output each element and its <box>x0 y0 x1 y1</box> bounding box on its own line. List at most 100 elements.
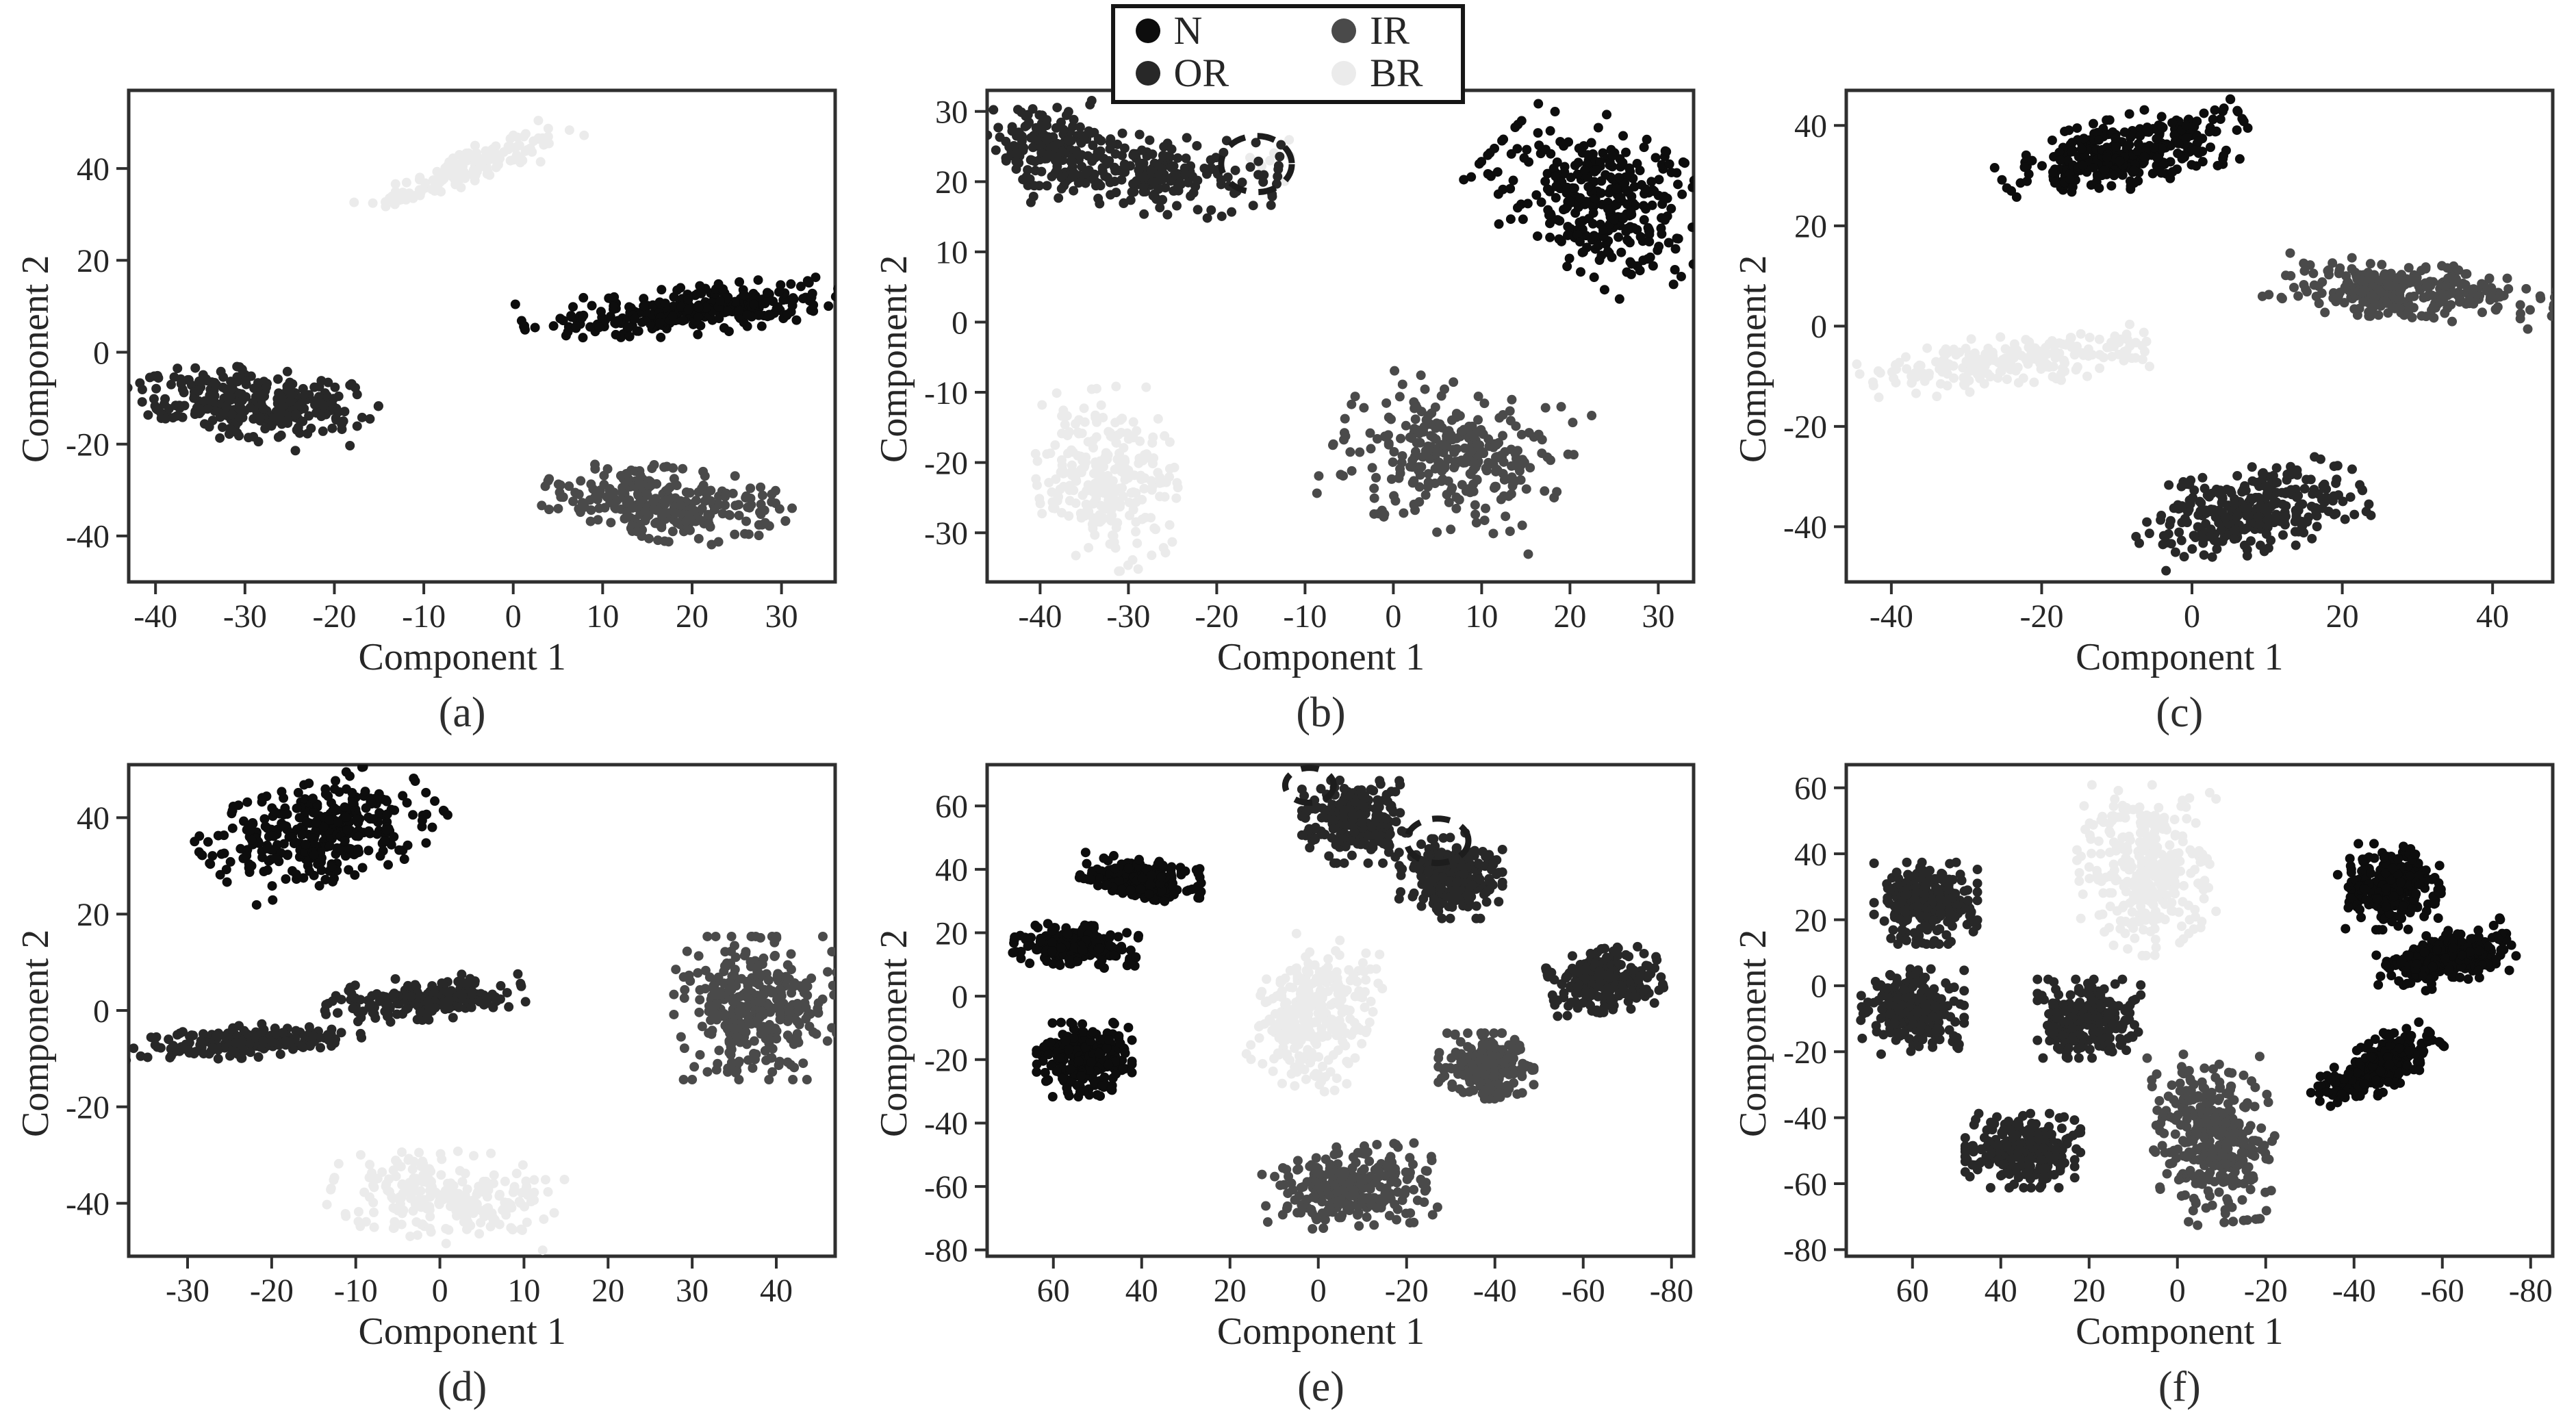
svg-text:0: 0 <box>1386 598 1402 635</box>
legend: N OR IR BR <box>1110 4 1466 104</box>
svg-text:-20: -20 <box>2019 598 2063 635</box>
subplot-e: Component 2 60 40 20 0 -20 -40 -60 -80 60 40 20 0 -2… <box>858 755 1717 1412</box>
svg-text:10: 10 <box>587 598 620 635</box>
svg-text:20: 20 <box>77 243 110 279</box>
x-axis-label-a: Component 1 <box>358 636 566 678</box>
svg-text:-20: -20 <box>1783 409 1827 446</box>
svg-text:-30: -30 <box>223 598 267 635</box>
svg-text:-40: -40 <box>133 598 177 635</box>
subplot-grid: Component 2 -40 -30 -20 -10 0 10 20 30 -40 -20 0 20… <box>0 81 2576 1412</box>
subplot-f: Component 2 60 40 20 0 -20 -40 -60 -80 60 40 20 0 -2… <box>1718 755 2576 1412</box>
scatter-plot-b: -40 -30 -20 -10 0 10 20 30 -30 -20 -10 0 10 20 30 <box>925 88 1696 635</box>
y-axis-label-b: Component 2 <box>873 255 916 463</box>
svg-text:-40: -40 <box>66 519 110 555</box>
plot-row-d: Component 2 -30 -20 -10 0 10 20 30 40 -40 -20 0 20 4… <box>14 755 845 1311</box>
svg-text:30: 30 <box>676 1273 709 1309</box>
svg-text:-10: -10 <box>925 375 969 411</box>
svg-text:-40: -40 <box>66 1186 110 1222</box>
plot-row-b: Component 2 -40 -30 -20 -10 0 10 20 30 -30 -20 -10… <box>872 81 1703 637</box>
svg-text:-20: -20 <box>66 427 110 463</box>
legend-swatch-ir-icon <box>1331 18 1357 43</box>
legend-item-or: OR <box>1135 51 1229 95</box>
svg-text:30: 30 <box>935 94 968 131</box>
svg-text:40: 40 <box>1794 108 1827 144</box>
svg-text:0: 0 <box>432 1273 448 1309</box>
svg-text:10: 10 <box>935 235 968 271</box>
svg-text:0: 0 <box>93 993 110 1030</box>
svg-text:40: 40 <box>760 1273 793 1309</box>
svg-text:20: 20 <box>1554 598 1587 635</box>
svg-text:-10: -10 <box>402 598 446 635</box>
x-axis-label-e: Component 1 <box>1216 1310 1425 1353</box>
subplot-caption-b: (b) <box>1296 689 1346 736</box>
svg-text:-10: -10 <box>1284 598 1327 635</box>
subplot-a: Component 2 -40 -30 -20 -10 0 10 20 30 -40 -20 0 20… <box>0 81 858 737</box>
svg-text:-40: -40 <box>1783 509 1827 546</box>
svg-text:20: 20 <box>1794 209 1827 245</box>
x-axis-label-d: Component 1 <box>358 1310 566 1353</box>
svg-text:-20: -20 <box>250 1273 294 1309</box>
svg-text:-10: -10 <box>334 1273 378 1309</box>
svg-text:-30: -30 <box>166 1273 209 1309</box>
svg-text:20: 20 <box>935 164 968 201</box>
scatter-plot-d: -30 -20 -10 0 10 20 30 40 -40 -20 0 20 40 <box>66 763 837 1309</box>
svg-text:20: 20 <box>591 1273 624 1309</box>
svg-text:-20: -20 <box>925 445 969 481</box>
legend-label-n: N <box>1173 8 1203 53</box>
plot-row-f: Component 2 60 40 20 0 -20 -40 -60 -80 60 40 20 0 -2… <box>1731 755 2562 1311</box>
y-axis-label-f: Component 2 <box>1731 929 1774 1137</box>
svg-text:-20: -20 <box>1195 598 1239 635</box>
subplot-c: Component 2 -40 -20 0 20 40 -40 -20 0 20 40 Compo… <box>1718 81 2576 737</box>
legend-item-br: BR <box>1331 52 1423 94</box>
svg-text:0: 0 <box>1811 309 1827 345</box>
y-axis-label-c: Component 2 <box>1731 255 1774 463</box>
svg-text:-30: -30 <box>925 515 969 552</box>
svg-text:0: 0 <box>2184 598 2200 635</box>
subplot-b: Component 2 -40 -30 -20 -10 0 10 20 30 -30 -20 -10… <box>858 81 1717 737</box>
legend-item-n: N <box>1135 8 1229 53</box>
svg-text:20: 20 <box>676 598 709 635</box>
subplot-caption-e: (e) <box>1297 1364 1344 1410</box>
legend-swatch-or-icon <box>1135 61 1160 86</box>
x-axis-label-b: Component 1 <box>1216 636 1425 678</box>
svg-text:-30: -30 <box>1107 598 1151 635</box>
subplot-caption-d: (d) <box>437 1364 487 1410</box>
svg-text:10: 10 <box>508 1273 541 1309</box>
scatter-plot-a: -40 -30 -20 -10 0 10 20 30 -40 -20 0 20 40 <box>66 88 837 635</box>
subplot-d: Component 2 -30 -20 -10 0 10 20 30 40 -40 -20 0 20 4… <box>0 755 858 1412</box>
svg-text:30: 30 <box>1642 598 1675 635</box>
x-axis-label-f: Component 1 <box>2076 1310 2284 1353</box>
legend-label-or: OR <box>1173 51 1229 95</box>
y-axis-label-e: Component 2 <box>873 929 916 1137</box>
svg-text:-40: -40 <box>1870 598 1913 635</box>
svg-text:0: 0 <box>952 305 968 341</box>
plot-row-c: Component 2 -40 -20 0 20 40 -40 -20 0 20 40 <box>1731 81 2562 637</box>
legend-label-br: BR <box>1370 51 1423 95</box>
svg-text:-20: -20 <box>313 598 357 635</box>
legend-swatch-n-icon <box>1135 18 1160 43</box>
legend-swatch-br-icon <box>1331 61 1357 86</box>
subplot-caption-a: (a) <box>438 689 486 736</box>
svg-text:40: 40 <box>2476 598 2509 635</box>
svg-text:20: 20 <box>77 897 110 933</box>
svg-text:0: 0 <box>93 335 110 371</box>
subplot-caption-c: (c) <box>2156 689 2204 736</box>
svg-text:30: 30 <box>765 598 798 635</box>
svg-text:40: 40 <box>77 800 110 837</box>
svg-text:40: 40 <box>77 151 110 188</box>
svg-text:20: 20 <box>2325 598 2358 635</box>
legend-label-ir: IR <box>1370 8 1410 53</box>
x-axis-label-c: Component 1 <box>2076 636 2284 678</box>
svg-text:10: 10 <box>1466 598 1499 635</box>
plot-row-a: Component 2 -40 -30 -20 -10 0 10 20 30 -40 -20 0 20… <box>14 81 845 637</box>
subplot-caption-f: (f) <box>2158 1364 2201 1410</box>
scatter-plot-c: -40 -20 0 20 40 -40 -20 0 20 40 <box>1783 88 2555 635</box>
y-axis-label-d: Component 2 <box>14 929 58 1137</box>
plot-row-e: Component 2 60 40 20 0 -20 -40 -60 -80 60 40 20 0 -2… <box>872 755 1703 1311</box>
svg-text:-40: -40 <box>1019 598 1062 635</box>
svg-text:-20: -20 <box>66 1090 110 1126</box>
y-axis-label-a: Component 2 <box>14 255 58 463</box>
